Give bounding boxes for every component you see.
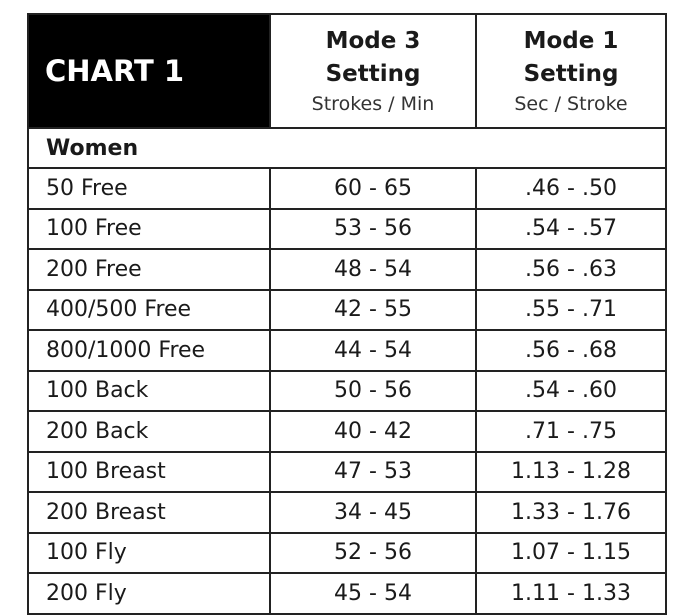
mode1-cell: 1.33 - 1.76 [475, 491, 667, 534]
table-row: 800/1000 Free 44 - 54.56 - .68 [27, 329, 667, 372]
table-row: 100 Back 50 - 56.54 - .60 [27, 369, 667, 412]
event-cell: 200 Back [27, 410, 271, 453]
mode3-cell: 42 - 55 [269, 288, 477, 331]
mode3-cell: 53 - 56 [269, 207, 477, 250]
chart-title: CHART 1 [27, 13, 271, 129]
mode1-cell: .54 - .57 [475, 207, 667, 250]
event-cell: 100 Breast [27, 450, 271, 493]
header-row: CHART 1 Mode 3 Setting Strokes / Min Mod… [27, 13, 667, 129]
mode1-header: Mode 1 Setting Sec / Stroke [475, 13, 667, 129]
mode3-cell: 52 - 56 [269, 531, 477, 574]
table-row: 100 Breast 47 - 53 1.13 - 1.28 [27, 450, 667, 493]
mode1-cell: 1.13 - 1.28 [475, 450, 667, 493]
mode1-cell: .71 - .75 [475, 410, 667, 453]
mode3-cell: 60 - 65 [269, 167, 477, 210]
mode1-title-line1: Mode 1 [523, 28, 619, 54]
event-cell: 200 Free [27, 248, 271, 291]
event-cell: 200 Breast [27, 491, 271, 534]
event-cell: 100 Back [27, 369, 271, 412]
mode1-title-line2: Setting [523, 61, 619, 87]
table-row: 200 Fly 45 - 54 1.11 - 1.33 [27, 572, 667, 615]
event-cell: 50 Free [27, 167, 271, 210]
mode3-title-line2: Setting [325, 61, 421, 87]
mode1-cell: 1.07 - 1.15 [475, 531, 667, 574]
event-cell: 100 Free [27, 207, 271, 250]
event-cell: 100 Fly [27, 531, 271, 574]
event-cell: 800/1000 Free [27, 329, 271, 372]
mode1-cell: .56 - .63 [475, 248, 667, 291]
table-row: 50 Free 60 - 65.46 - .50 [27, 167, 667, 210]
event-cell: 400/500 Free [27, 288, 271, 331]
mode3-cell: 34 - 45 [269, 491, 477, 534]
table-row: 200 Free 48 - 54.56 - .63 [27, 248, 667, 291]
mode3-cell: 44 - 54 [269, 329, 477, 372]
mode1-cell: 1.11 - 1.33 [475, 572, 667, 615]
group-label: Women [27, 127, 667, 169]
mode3-cell: 50 - 56 [269, 369, 477, 412]
table-row: 200 Breast 34 - 45 1.33 - 1.76 [27, 491, 667, 534]
mode1-cell: .55 - .71 [475, 288, 667, 331]
group-row: Women [27, 127, 667, 169]
mode3-unit: Strokes / Min [311, 93, 435, 115]
mode1-cell: .56 - .68 [475, 329, 667, 372]
mode1-cell: .54 - .60 [475, 369, 667, 412]
mode3-cell: 45 - 54 [269, 572, 477, 615]
chart-table: CHART 1 Mode 3 Setting Strokes / Min Mod… [27, 13, 667, 615]
mode1-cell: .46 - .50 [475, 167, 667, 210]
mode3-header: Mode 3 Setting Strokes / Min [269, 13, 477, 129]
mode3-cell: 48 - 54 [269, 248, 477, 291]
table-row: 100 Fly 52 - 56 1.07 - 1.15 [27, 531, 667, 574]
event-cell: 200 Fly [27, 572, 271, 615]
mode3-cell: 47 - 53 [269, 450, 477, 493]
mode3-title-line1: Mode 3 [325, 28, 421, 54]
mode3-cell: 40 - 42 [269, 410, 477, 453]
mode1-unit: Sec / Stroke [514, 93, 628, 115]
table-row: 400/500 Free 42 - 55.55 - .71 [27, 288, 667, 331]
table-row: 200 Back 40 - 42.71 - .75 [27, 410, 667, 453]
table-row: 100 Free 53 - 56.54 - .57 [27, 207, 667, 250]
